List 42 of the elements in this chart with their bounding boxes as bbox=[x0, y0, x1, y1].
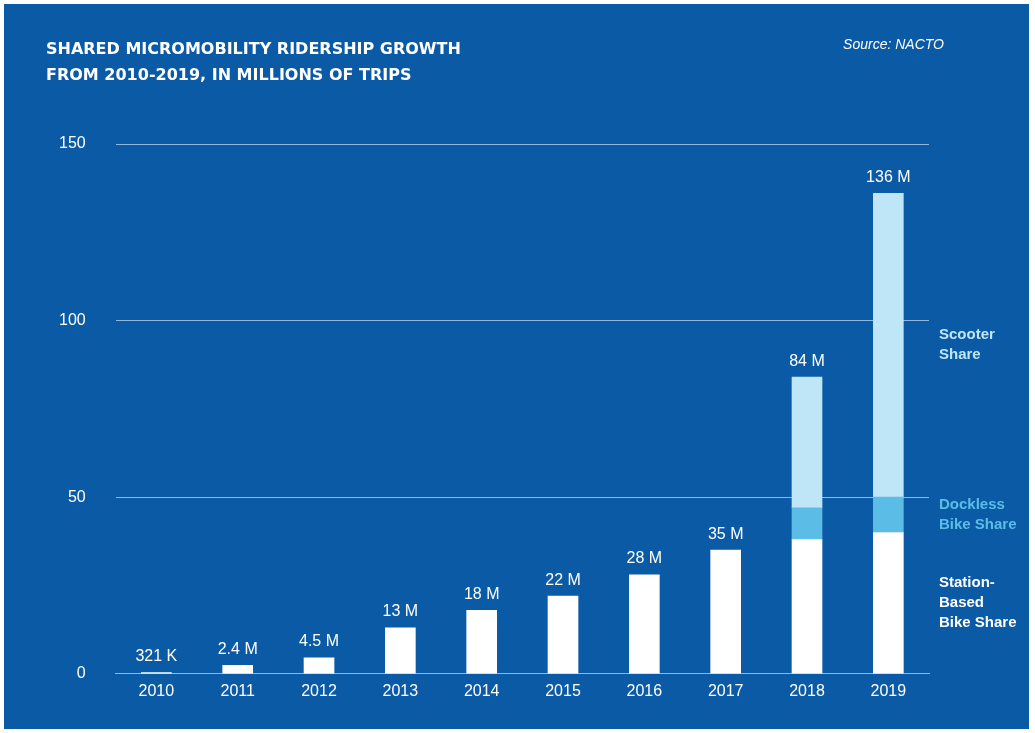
x-tick-label: 2010 bbox=[138, 681, 175, 699]
bar bbox=[791, 376, 823, 509]
total-label: 136 M bbox=[866, 167, 911, 185]
chart-title: SHARED MICROMOBILITY RIDERSHIP GROWTH FROM 2010-2019, IN MILLIONS OF TRIPS bbox=[46, 38, 462, 86]
x-tick-label: 2013 bbox=[382, 681, 419, 699]
text: Scooter Share bbox=[939, 325, 996, 363]
x-tick-label: 2019 bbox=[870, 681, 907, 699]
x-tick-label: 2014 bbox=[463, 681, 500, 699]
x-tick-label: 2012 bbox=[301, 681, 337, 699]
total-label: 18 M bbox=[463, 584, 500, 602]
total-label: 2.4 M bbox=[217, 639, 258, 657]
bar bbox=[791, 539, 823, 674]
total-label: 4.5 M bbox=[299, 632, 340, 650]
bar bbox=[873, 496, 904, 533]
total-label: 22 M bbox=[545, 570, 581, 588]
source-note: Source: NACTO bbox=[843, 36, 944, 52]
bar bbox=[385, 627, 416, 674]
total-label: 84 M bbox=[789, 351, 825, 369]
x-tick-label: 2015 bbox=[545, 681, 581, 699]
x-tick-label: 2016 bbox=[626, 681, 663, 699]
x-tick-label: 2017 bbox=[707, 681, 744, 699]
bar bbox=[873, 532, 904, 674]
x-tick-label: 2011 bbox=[220, 681, 255, 699]
y-tick-label: 150 bbox=[58, 134, 86, 152]
text: Dockless Bike Share bbox=[939, 495, 1017, 532]
bar bbox=[873, 193, 904, 498]
y-tick-label: 100 bbox=[58, 311, 86, 329]
y-tick-label: 50 bbox=[67, 487, 86, 505]
text: Station-Based Bike Share bbox=[939, 573, 1017, 631]
bar bbox=[710, 549, 741, 674]
total-label: 321 K bbox=[135, 647, 178, 665]
total-label: 13 M bbox=[382, 602, 419, 620]
bar bbox=[629, 574, 660, 674]
total-label: 35 M bbox=[707, 524, 744, 542]
y-tick-label: 0 bbox=[76, 664, 86, 682]
bar bbox=[303, 657, 335, 674]
bar bbox=[222, 664, 254, 674]
x-tick-label: 2018 bbox=[789, 681, 825, 699]
bar bbox=[466, 609, 498, 674]
total-label: 28 M bbox=[626, 549, 663, 567]
bar bbox=[547, 595, 579, 674]
bar bbox=[791, 507, 823, 540]
